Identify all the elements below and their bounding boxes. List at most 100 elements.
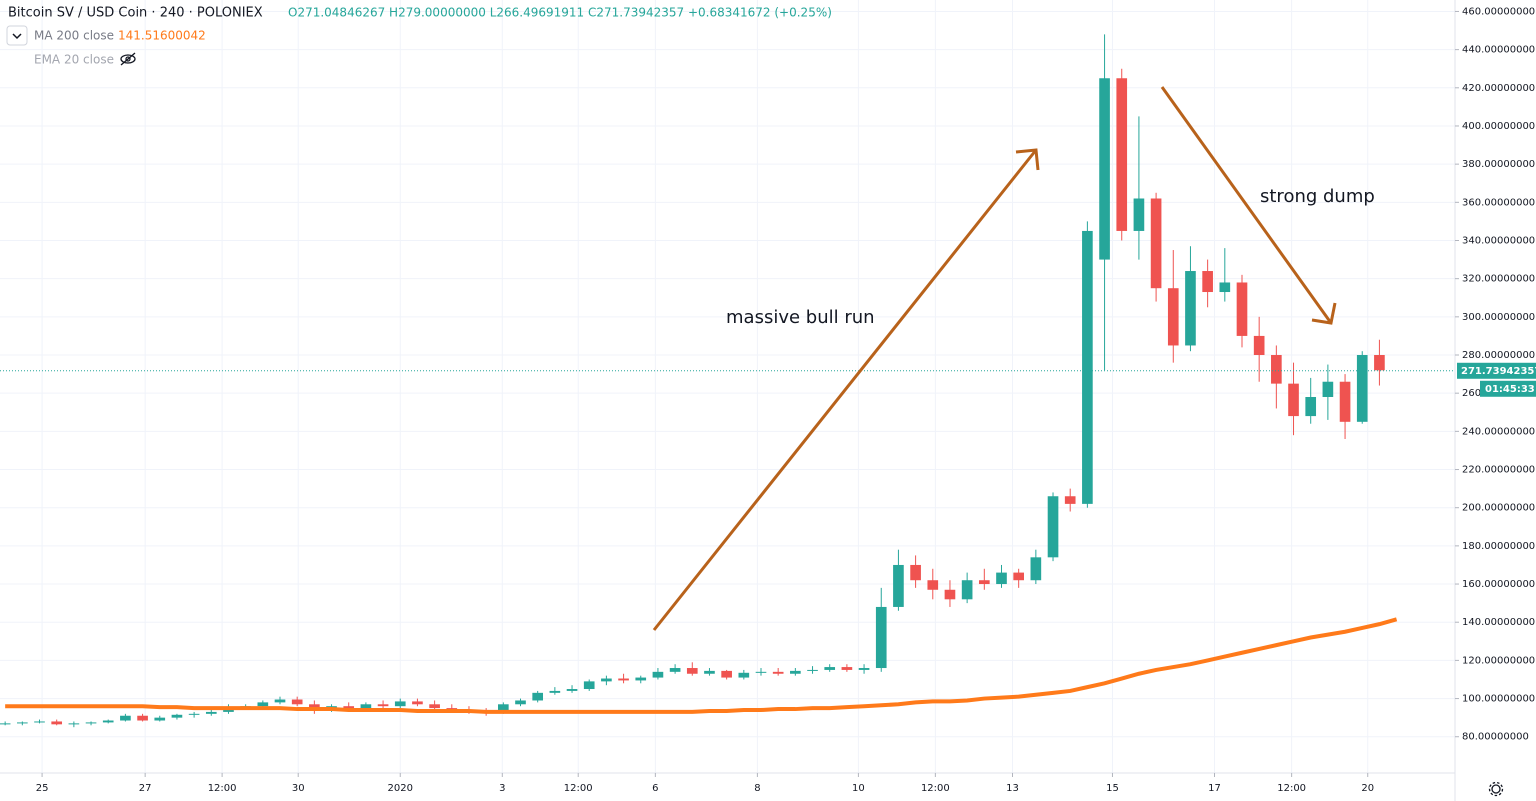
candle-body bbox=[1339, 381, 1351, 422]
y-tick-label: 120.00000000 bbox=[1462, 655, 1535, 666]
y-tick-label: 380.00000000 bbox=[1462, 159, 1535, 170]
y-tick-label: 440.00000000 bbox=[1462, 45, 1535, 56]
candle-body bbox=[360, 704, 372, 709]
candle-body bbox=[686, 668, 698, 674]
annotation: strong dump bbox=[1260, 186, 1375, 207]
candle-body bbox=[944, 589, 956, 600]
hidden-icon[interactable] bbox=[120, 52, 136, 66]
candle-body bbox=[1047, 496, 1059, 558]
candle-body bbox=[120, 715, 131, 721]
x-tick-label: 10 bbox=[852, 783, 865, 794]
last-price-label: 271.73942357 bbox=[1461, 366, 1536, 377]
settings-icon[interactable] bbox=[1488, 781, 1504, 797]
candle-body bbox=[1374, 355, 1385, 371]
up-arrow bbox=[652, 149, 1038, 631]
candle-body bbox=[601, 678, 612, 682]
y-tick-label: 360.00000000 bbox=[1462, 197, 1535, 208]
candle-body bbox=[1202, 271, 1213, 293]
ohlc-text: O271.04846267 H279.00000000 L266.4969191… bbox=[288, 6, 832, 20]
y-tick-label: 80.00000000 bbox=[1462, 732, 1529, 743]
candle-body bbox=[824, 667, 836, 670]
candle-body bbox=[1185, 271, 1196, 346]
candle-body bbox=[927, 580, 939, 590]
candle-body bbox=[1064, 496, 1076, 504]
collapse-button[interactable] bbox=[6, 25, 28, 46]
candle-body bbox=[515, 700, 526, 705]
candle-body bbox=[721, 670, 732, 678]
candle-body bbox=[583, 681, 595, 690]
x-tick-label: 20 bbox=[1361, 783, 1374, 794]
candle-body bbox=[34, 721, 45, 723]
x-tick-label: 2020 bbox=[388, 783, 413, 794]
x-tick-label: 8 bbox=[754, 783, 760, 794]
y-tick-label: 200.00000000 bbox=[1462, 503, 1535, 514]
x-tick-label: 12:00 bbox=[208, 783, 237, 794]
y-tick-label: 420.00000000 bbox=[1462, 83, 1535, 94]
y-tick-label: 240.00000000 bbox=[1462, 426, 1535, 437]
x-tick-label: 17 bbox=[1208, 783, 1221, 794]
candle-body bbox=[635, 677, 647, 681]
candle-body bbox=[137, 715, 148, 721]
y-tick-label: 160.00000000 bbox=[1462, 579, 1535, 590]
candle-body bbox=[1167, 288, 1179, 346]
down-arrow-head bbox=[1311, 302, 1337, 325]
candle-body bbox=[171, 714, 183, 718]
indicator-name: MA 200 close bbox=[34, 29, 114, 43]
indicator-name: EMA 20 close bbox=[34, 53, 114, 67]
up-arrow-head bbox=[1015, 148, 1040, 171]
candle-body bbox=[807, 669, 818, 671]
candle-body bbox=[257, 702, 269, 707]
last-price-tag bbox=[1457, 362, 1536, 379]
ma-line bbox=[5, 617, 1398, 714]
candle-body bbox=[996, 572, 1007, 585]
indicator-value: 141.51600042 bbox=[118, 29, 206, 43]
candle-body bbox=[772, 671, 784, 674]
candle-body bbox=[274, 699, 286, 703]
candle-body bbox=[618, 678, 629, 681]
candle-body bbox=[497, 704, 509, 713]
y-tick-label: 100.00000000 bbox=[1462, 694, 1535, 705]
x-tick-label: 13 bbox=[1006, 783, 1019, 794]
y-tick-label: 460.00000000 bbox=[1462, 6, 1535, 17]
x-tick-label: 3 bbox=[499, 783, 505, 794]
y-tick-label: 400.00000000 bbox=[1462, 121, 1535, 132]
candle-body bbox=[1150, 198, 1162, 289]
candle-body bbox=[1305, 396, 1317, 417]
y-tick-label: 300.00000000 bbox=[1462, 312, 1535, 323]
candle-body bbox=[17, 722, 28, 724]
candle-body bbox=[1236, 282, 1248, 336]
x-tick-label: 12:00 bbox=[564, 783, 593, 794]
grid bbox=[0, 0, 1455, 773]
candle-body bbox=[1288, 383, 1299, 417]
x-tick-label: 25 bbox=[36, 783, 49, 794]
candle-body bbox=[1082, 230, 1093, 504]
candle-body bbox=[0, 723, 11, 725]
candle-body bbox=[652, 671, 664, 678]
candle-body bbox=[68, 723, 80, 725]
candle-body bbox=[978, 580, 990, 585]
candle-body bbox=[343, 706, 355, 709]
candle-body bbox=[1116, 78, 1128, 231]
candle-body bbox=[1219, 282, 1231, 293]
y-tick-label: 220.00000000 bbox=[1462, 465, 1535, 476]
symbol-title: Bitcoin SV / USD Coin · 240 · POLONIEX bbox=[8, 6, 263, 21]
candle-body bbox=[532, 692, 544, 701]
x-tick-label: 27 bbox=[139, 783, 152, 794]
candle-body bbox=[961, 580, 973, 600]
x-tick-label: 12:00 bbox=[921, 783, 950, 794]
candle-body bbox=[412, 701, 423, 705]
y-tick-label: 280.00000000 bbox=[1462, 350, 1535, 361]
candle-body bbox=[1099, 78, 1110, 260]
y-tick-label: 320.00000000 bbox=[1462, 274, 1535, 285]
candle-body bbox=[875, 606, 887, 669]
countdown-tag bbox=[1480, 380, 1536, 397]
down-arrow bbox=[1160, 86, 1333, 324]
candle-body bbox=[205, 711, 217, 714]
candle-body bbox=[102, 720, 114, 723]
candle-body bbox=[669, 668, 681, 672]
candle-body bbox=[394, 701, 406, 707]
candle-body bbox=[738, 672, 750, 678]
candle-body bbox=[85, 722, 97, 724]
countdown-label: 01:45:33 bbox=[1485, 384, 1535, 395]
